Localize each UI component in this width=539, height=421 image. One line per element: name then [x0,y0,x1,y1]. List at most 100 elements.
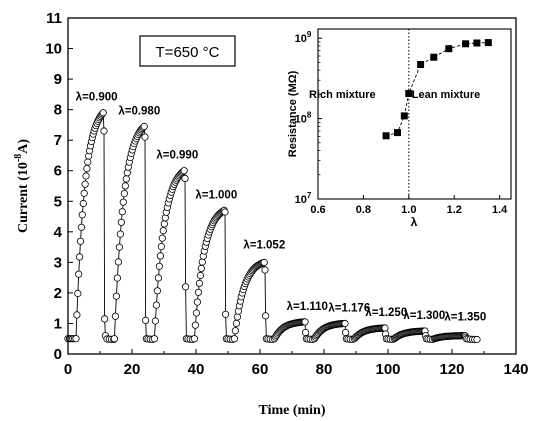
current-data-point [180,167,188,175]
current-data-point [341,319,349,328]
current-data-point [113,274,122,282]
inset-y-ticks: 107 108 109 [295,30,322,206]
temperature-label: T=650 °C [156,44,220,61]
y-axis-title-unit: A [16,143,31,154]
current-data-point [120,190,128,198]
current-data-point [261,266,269,274]
temperature-box-frame [139,35,236,67]
resistance-data-point [445,45,453,53]
current-data-point [155,262,163,270]
current-data-point [142,316,150,324]
current-data-point [230,335,238,343]
y-tick-label: 8 [54,102,62,119]
inset-y-tick-label: 108 [295,111,312,126]
current-data-point [122,175,130,183]
current-data-point [114,258,123,266]
lambda-label: λ=1.350 [444,312,486,324]
current-data-point [193,298,201,306]
x-tick-label: 140 [503,361,528,378]
inset-x-axis-title: λ [411,215,418,229]
lambda-label: λ=0.980 [118,105,160,117]
main-x-ticks: 0 20 40 60 80 100 120 140 [64,349,529,378]
current-data-point [261,312,270,320]
current-data-point [83,165,91,173]
resistance-data-point [473,39,481,47]
current-data-point [473,335,481,344]
x-tick-label: 60 [252,361,269,378]
resistance-trend-line [385,42,489,137]
lambda-label: λ=0.990 [156,150,198,162]
y-tick-label: 2 [54,285,62,302]
resistance-data-point [405,90,413,97]
current-data-point [74,289,82,298]
inset-x-ticks: 0.6 0.8 1.0 1.2 1.4 [310,195,508,216]
lambda-label: λ=0.900 [76,92,118,104]
current-data-point [101,315,109,323]
inset-data-layer [382,29,492,199]
current-data-point [100,127,108,135]
x-axis-title: Time (min) [258,403,325,418]
inset-y-tick-label: 107 [295,191,312,206]
current-data-point [191,321,199,329]
rich-mixture-label: Rich mixture [309,89,376,101]
inset-plot-frame [317,28,512,200]
y-axis-title-prefix: (10 [16,162,31,181]
lambda-label: λ=1.110 [287,301,328,313]
inset-y-tick-label: 109 [295,30,312,45]
resistance-data-point [430,53,438,61]
current-data-point [152,301,160,309]
y-tick-label: 1 [54,315,62,332]
x-tick-label: 120 [439,361,464,378]
current-data-point [82,172,90,180]
current-data-point [75,270,83,278]
lambda-label: λ=1.052 [243,239,285,251]
current-data-point [154,274,162,282]
resistance-data-point [484,39,492,47]
current-data-point [196,271,204,280]
current-data-point [197,264,205,272]
current-data-point [190,335,198,343]
inset-background [292,20,514,230]
current-data-point [151,317,159,325]
current-data-point [231,327,239,335]
x-tick-label: 20 [124,361,141,378]
y-tick-label: 4 [54,224,63,241]
current-data-point [192,309,200,317]
current-data-point [141,133,149,141]
x-tick-label: 40 [188,361,205,378]
y-tick-label: 10 [45,41,62,58]
y-tick-label: 5 [54,193,62,210]
current-data-point [157,243,165,251]
current-data-point [341,328,350,337]
current-data-point [301,318,309,326]
current-data-point [117,218,125,226]
current-data-point [73,311,81,319]
current-data-point [260,258,268,266]
y-tick-label: 7 [54,132,62,149]
resistance-data-point [462,40,470,48]
y-axis-title: Current (10-8A) [13,139,31,233]
resistance-data-point [417,61,425,68]
current-data-point [181,174,189,182]
inset-chart: 0.6 0.8 1.0 1.2 1.4 107 108 109 Rich mixture L… [287,20,514,230]
current-data-point [182,283,190,291]
y-tick-label: 0 [54,346,62,363]
current-data-point [381,324,389,332]
current-data-point [81,180,89,188]
current-data-point [77,223,86,231]
current-data-point [233,313,241,321]
current-data-point [159,227,167,235]
current-data-point [118,208,126,216]
current-data-point [72,335,80,343]
current-data-point [158,234,166,242]
inset-x-tick-label: 1.2 [447,204,462,216]
current-data-point [153,287,161,295]
current-data-point [76,237,85,245]
resistance-data-point [382,132,390,140]
y-tick-label: 3 [54,254,62,271]
current-data-point [301,328,310,337]
resistance-data-point [400,112,408,120]
lambda-label: λ=1.250 [365,307,407,319]
current-data-point [222,310,230,318]
